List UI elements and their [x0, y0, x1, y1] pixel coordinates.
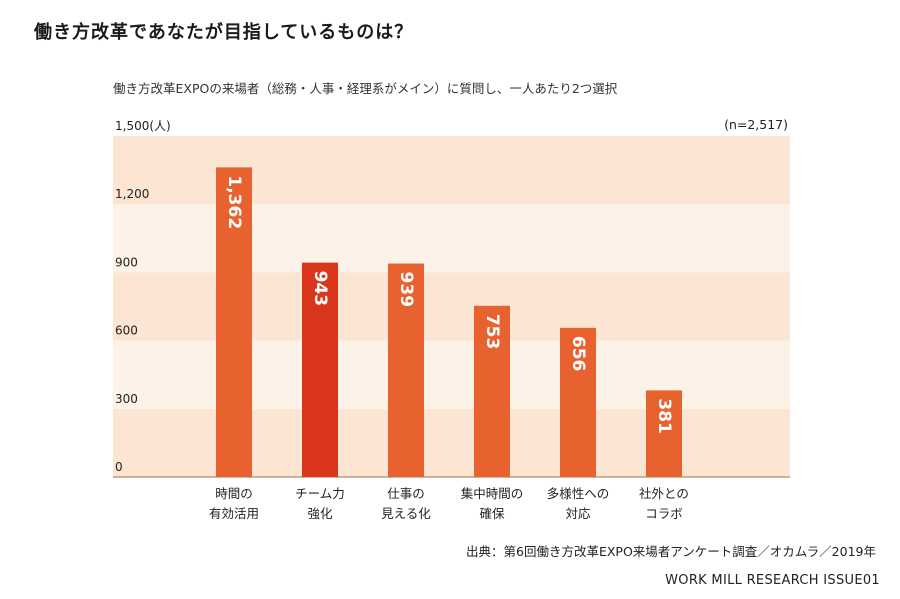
bar — [474, 305, 510, 477]
category-label: 社外との — [639, 486, 689, 501]
background-band — [113, 272, 790, 341]
category-label: 多様性への — [547, 486, 610, 501]
category-label: 確保 — [479, 506, 505, 521]
source-note: 出典：第6回働き方改革EXPO来場者アンケート調査／オカムラ／2019年 — [466, 544, 876, 559]
bar — [216, 167, 252, 477]
category-label: 強化 — [307, 506, 333, 521]
background-band — [113, 136, 790, 205]
category-label: チーム力 — [295, 486, 345, 501]
chart-title: 働き方改革であなたが目指しているものは？ — [34, 22, 414, 43]
brand-footer: WORK MILL RESEARCH ISSUE01 — [665, 573, 880, 588]
category-label: 集中時間の — [461, 486, 524, 501]
y-tick-label: 1,500(人) — [115, 119, 171, 133]
data-label: 1,362 — [224, 175, 244, 229]
category-label: コラボ — [645, 506, 683, 521]
bar — [646, 390, 682, 477]
bar — [388, 263, 424, 477]
category-label: 有効活用 — [209, 506, 259, 521]
category-label: 見える化 — [381, 506, 431, 521]
category-label: 対応 — [565, 506, 591, 521]
y-tick-label: 0 — [115, 460, 123, 474]
y-tick-label: 300 — [115, 392, 138, 406]
data-label: 939 — [396, 272, 416, 308]
y-tick-label: 900 — [115, 255, 138, 269]
data-label: 381 — [654, 398, 674, 434]
y-tick-label: 1,200 — [115, 187, 149, 201]
bar — [302, 262, 338, 477]
chart-subtitle: 働き方改革EXPOの来場者（総務・人事・経理系がメイン）に質問し、一人あたり2つ… — [113, 81, 618, 96]
y-tick-label: 600 — [115, 324, 138, 338]
bar — [560, 327, 596, 477]
background-band — [113, 204, 790, 273]
category-label: 仕事の — [387, 486, 425, 501]
sample-size-label: (n=2,517) — [724, 117, 788, 132]
data-label: 943 — [310, 271, 330, 307]
background-band — [113, 408, 790, 477]
data-label: 656 — [568, 336, 588, 372]
data-label: 753 — [482, 314, 502, 350]
background-band — [113, 340, 790, 409]
category-label: 時間の — [215, 486, 253, 501]
